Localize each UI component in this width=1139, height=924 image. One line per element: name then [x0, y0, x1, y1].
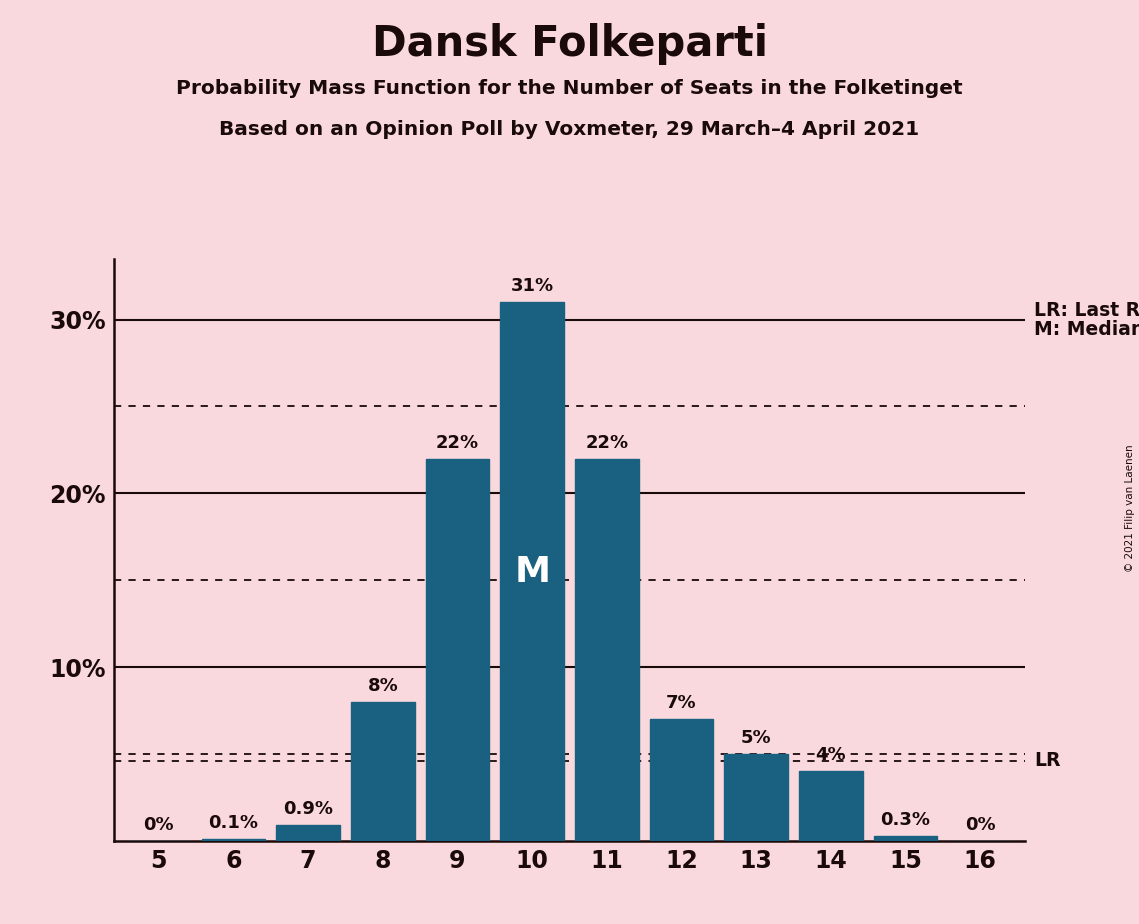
- Text: Probability Mass Function for the Number of Seats in the Folketinget: Probability Mass Function for the Number…: [177, 79, 962, 98]
- Text: 4%: 4%: [816, 747, 846, 764]
- Text: 0.1%: 0.1%: [208, 814, 259, 833]
- Text: Based on an Opinion Poll by Voxmeter, 29 March–4 April 2021: Based on an Opinion Poll by Voxmeter, 29…: [220, 120, 919, 140]
- Bar: [575, 458, 639, 841]
- Text: 5%: 5%: [740, 729, 771, 747]
- Text: © 2021 Filip van Laenen: © 2021 Filip van Laenen: [1125, 444, 1134, 572]
- Bar: [800, 772, 862, 841]
- Bar: [649, 719, 713, 841]
- Text: 0%: 0%: [144, 816, 174, 833]
- Text: 7%: 7%: [666, 694, 697, 712]
- Bar: [724, 754, 788, 841]
- Text: 22%: 22%: [436, 433, 480, 452]
- Bar: [277, 825, 339, 841]
- Text: 22%: 22%: [585, 433, 629, 452]
- Text: 0.3%: 0.3%: [880, 810, 931, 829]
- Bar: [874, 835, 937, 841]
- Text: 0%: 0%: [965, 816, 995, 833]
- Text: LR: LR: [1034, 751, 1060, 771]
- Text: 0.9%: 0.9%: [284, 800, 333, 819]
- Bar: [351, 702, 415, 841]
- Text: M: M: [514, 554, 550, 589]
- Text: LR: Last Result: LR: Last Result: [1034, 300, 1139, 320]
- Text: 8%: 8%: [368, 677, 399, 695]
- Text: Dansk Folkeparti: Dansk Folkeparti: [371, 23, 768, 65]
- Bar: [202, 839, 265, 841]
- Text: 31%: 31%: [510, 277, 554, 295]
- Text: M: Median: M: Median: [1034, 320, 1139, 338]
- Bar: [426, 458, 490, 841]
- Bar: [500, 302, 564, 841]
